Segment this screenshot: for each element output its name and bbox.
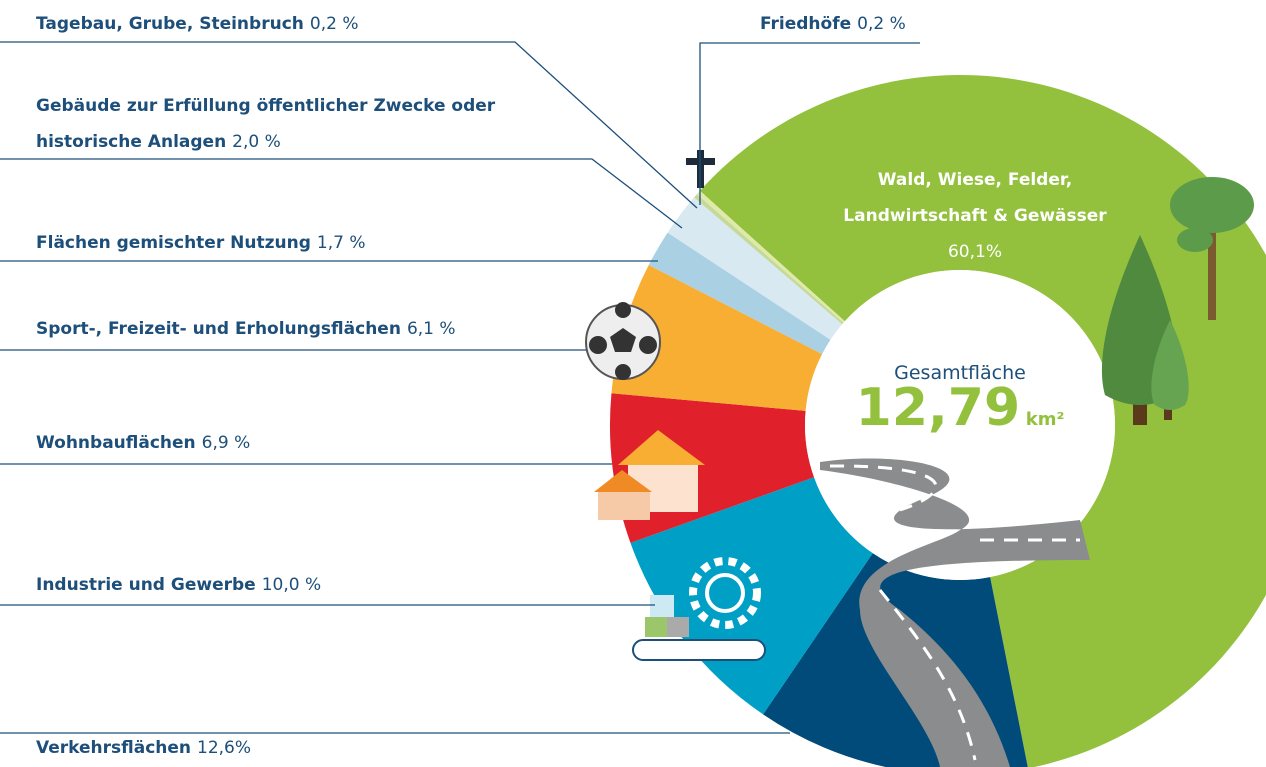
value-label: 0,2 % [857, 14, 906, 34]
donut-segment [696, 190, 845, 323]
tree-icons [1101, 177, 1254, 425]
category: Industrie und Gewerbe [36, 575, 256, 595]
category: Sport-, Freizeit- und Erholungsflächen [36, 319, 401, 339]
road-icon [820, 458, 1090, 767]
label: Gebäude zur Erfüllung öffentlicher Zweck… [36, 88, 536, 160]
value-label: 10,0 % [261, 575, 322, 595]
label: Verkehrsflächen 12,6% [36, 730, 251, 766]
value-label: 12,6% [197, 738, 252, 758]
unit: km² [1025, 409, 1065, 430]
factory-icon [632, 557, 766, 661]
center-label: Gesamtfläche 12,79 km² [850, 362, 1070, 438]
value-label: 0,2 % [309, 14, 359, 34]
donut-segment [648, 232, 831, 355]
ball-icon [585, 302, 661, 380]
category: Verkehrsflächen [36, 738, 192, 758]
category: Friedhöfe [760, 14, 852, 34]
label: Wohnbauflächen 6,9 % [36, 425, 250, 461]
category: Wald, Wiese, Felder, Landwirtschaft & Ge… [843, 170, 1107, 226]
label: Tagebau, Grube, Steinbruch 0,2 % [36, 6, 358, 42]
label: Industrie und Gewerbe 10,0 % [36, 567, 321, 603]
donut-segment [630, 477, 873, 715]
value-label: 60,1% [947, 242, 1002, 262]
center-title: Gesamtfläche [894, 362, 1026, 384]
donut-segment [611, 264, 823, 411]
total: 12,79 [855, 378, 1021, 438]
donut-segment [699, 75, 1266, 767]
label: Wald, Wiese, Felder, Landwirtschaft & Ge… [810, 162, 1140, 270]
value-label: 2,0 % [232, 132, 281, 152]
donut-hole [805, 270, 1115, 580]
donut-segment [694, 194, 844, 325]
value-label: 6,9 % [201, 433, 251, 453]
house-icons [594, 430, 705, 520]
value-label: 6,1 % [406, 319, 456, 339]
category: Wohnbauflächen [36, 433, 196, 453]
donut-segment [667, 197, 843, 340]
label: Flächen gemischter Nutzung 1,7 % [36, 225, 365, 261]
category: Tagebau, Grube, Steinbruch [36, 14, 304, 34]
label: Sport-, Freizeit- und Erholungsflächen 6,… [36, 311, 456, 347]
category: Flächen gemischter Nutzung [36, 233, 311, 253]
label: Friedhöfe 0,2 % [760, 6, 906, 42]
category: Gebäude zur Erfüllung öffentlicher Zweck… [36, 96, 496, 152]
leader-lines [0, 41, 920, 734]
value-label: 1,7 % [316, 233, 366, 253]
